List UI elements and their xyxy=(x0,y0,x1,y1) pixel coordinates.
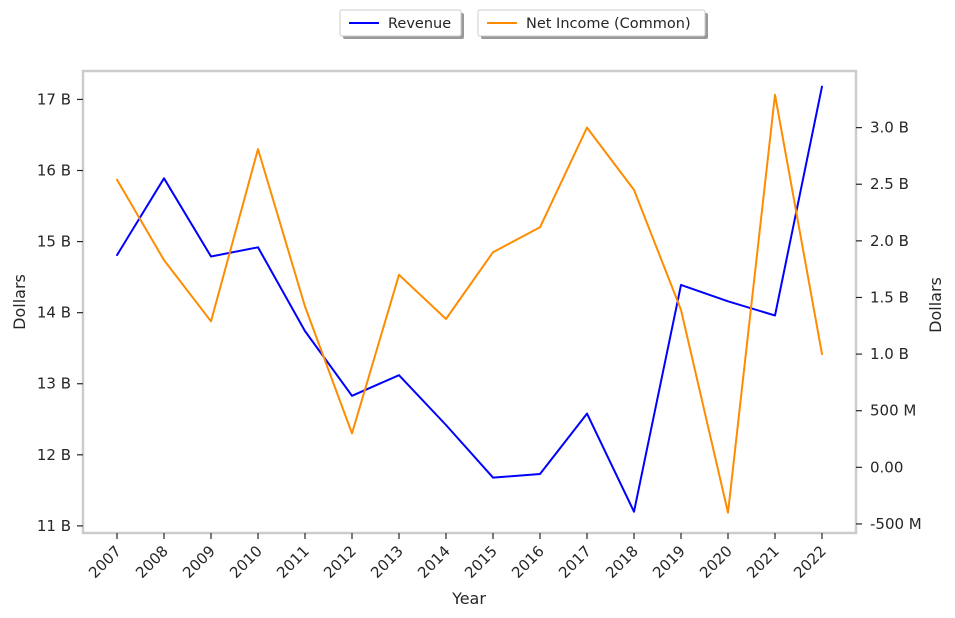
x-tick-label: 2017 xyxy=(555,542,595,582)
legend-box-net-income xyxy=(477,9,706,37)
left-tick-label: 12 B xyxy=(37,446,71,464)
x-tick-label: 2019 xyxy=(649,542,689,582)
x-axis-title: Year xyxy=(451,589,486,608)
right-tick-label: 2.5 B xyxy=(870,175,909,193)
left-tick-label: 15 B xyxy=(37,233,71,251)
x-tick-label: 2022 xyxy=(790,542,830,582)
plot-area-frame xyxy=(81,69,858,535)
series-line-net-income-common xyxy=(116,93,823,514)
x-tick-label: 2018 xyxy=(602,542,642,582)
left-tick-label: 11 B xyxy=(37,517,71,535)
right-axis-title: Dollars xyxy=(926,277,945,333)
legend-label-revenue: Revenue xyxy=(388,16,451,32)
right-tick-label: 1.5 B xyxy=(870,288,909,306)
x-tick-label: 2011 xyxy=(273,542,313,582)
x-tick-label: 2016 xyxy=(508,542,548,582)
x-tick-label: 2021 xyxy=(743,542,783,582)
left-tick-label: 13 B xyxy=(37,375,71,393)
x-tick-label: 2010 xyxy=(226,542,266,582)
x-tick-label: 2014 xyxy=(414,542,454,582)
left-axis: 11 B 12 B 13 B 14 B 15 B 16 B 17 B xyxy=(37,90,83,535)
x-tick-label: 2015 xyxy=(461,542,501,582)
legend-label-net-income: Net Income (Common) xyxy=(526,16,691,32)
right-tick-label: 1.0 B xyxy=(870,345,909,363)
x-tick-label: 2012 xyxy=(320,542,360,582)
right-tick-label: 500 M xyxy=(870,402,916,420)
right-tick-label: 3.0 B xyxy=(870,119,909,137)
x-tick-label: 2013 xyxy=(367,542,407,582)
left-tick-label: 14 B xyxy=(37,304,71,322)
legend: Revenue Net Income (Common) xyxy=(339,9,708,39)
x-axis: 2007 2008 2009 2010 2011 2012 2013 2014 2015 2016… xyxy=(85,533,830,582)
series-lines xyxy=(116,85,823,514)
x-tick-label: 2020 xyxy=(696,542,736,582)
legend-box-revenue xyxy=(339,9,462,37)
right-tick-label: -500 M xyxy=(870,515,922,533)
right-tick-label: 2.0 B xyxy=(870,232,909,250)
legend-item-net-income: Net Income (Common) xyxy=(477,9,708,39)
right-tick-label: 0.00 xyxy=(870,458,903,476)
left-tick-label: 17 B xyxy=(37,90,71,108)
x-tick-label: 2008 xyxy=(132,542,172,582)
x-tick-label: 2007 xyxy=(85,542,125,582)
legend-item-revenue: Revenue xyxy=(339,9,464,39)
left-axis-title: Dollars xyxy=(10,274,29,330)
x-tick-label: 2009 xyxy=(179,542,219,582)
right-axis: -500 M 0.00 500 M 1.0 B 1.5 B 2.0 B 2.5 B 3.0 B xyxy=(856,119,922,533)
left-tick-label: 16 B xyxy=(37,162,71,180)
series-line-revenue xyxy=(116,85,823,513)
